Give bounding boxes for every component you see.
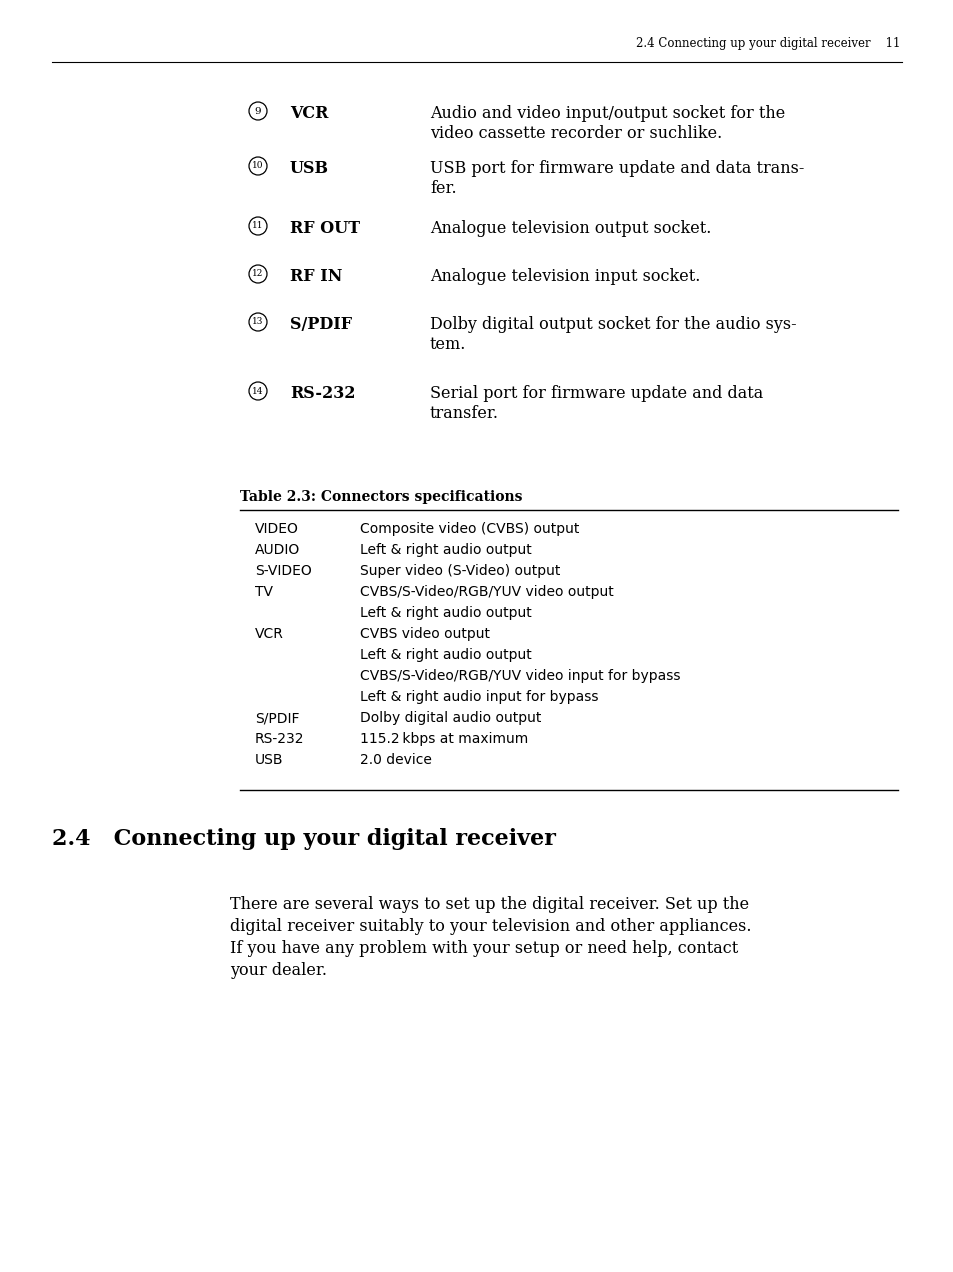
Text: S/PDIF: S/PDIF [254,711,299,725]
Text: RF IN: RF IN [290,268,342,285]
Text: Left & right audio output: Left & right audio output [359,647,531,661]
Text: Composite video (CVBS) output: Composite video (CVBS) output [359,522,578,536]
Text: There are several ways to set up the digital receiver. Set up the: There are several ways to set up the dig… [230,895,748,913]
Text: Analogue television input socket.: Analogue television input socket. [430,268,700,285]
Text: TV: TV [254,585,273,599]
Text: RS-232: RS-232 [290,385,355,402]
Text: VIDEO: VIDEO [254,522,298,536]
Text: USB: USB [290,160,329,177]
Text: 12: 12 [252,270,263,279]
Text: VCR: VCR [254,627,284,641]
Text: Table 2.3: Connectors specifications: Table 2.3: Connectors specifications [240,490,522,504]
Text: 2.4   Connecting up your digital receiver: 2.4 Connecting up your digital receiver [52,828,556,850]
Text: 11: 11 [252,221,263,230]
Text: Dolby digital output socket for the audio sys-: Dolby digital output socket for the audi… [430,315,796,333]
Text: Left & right audio output: Left & right audio output [359,605,531,619]
Text: S/PDIF: S/PDIF [290,315,352,333]
Text: 2.0 device: 2.0 device [359,753,432,767]
Text: VCR: VCR [290,106,328,122]
Text: RF OUT: RF OUT [290,220,359,237]
Text: CVBS/S-Video/RGB/YUV video output: CVBS/S-Video/RGB/YUV video output [359,585,613,599]
Text: Left & right audio output: Left & right audio output [359,543,531,557]
Text: transfer.: transfer. [430,404,498,422]
Text: Audio and video input/output socket for the: Audio and video input/output socket for … [430,106,784,122]
Text: USB port for firmware update and data trans-: USB port for firmware update and data tr… [430,160,803,177]
Text: 14: 14 [252,387,263,396]
Text: Serial port for firmware update and data: Serial port for firmware update and data [430,385,762,402]
Text: AUDIO: AUDIO [254,543,300,557]
Text: RS-232: RS-232 [254,731,304,745]
Text: Dolby digital audio output: Dolby digital audio output [359,711,540,725]
Text: 2.4 Connecting up your digital receiver    11: 2.4 Connecting up your digital receiver … [635,37,899,50]
Text: Analogue television output socket.: Analogue television output socket. [430,220,711,237]
Text: video cassette recorder or suchlike.: video cassette recorder or suchlike. [430,125,721,142]
Text: your dealer.: your dealer. [230,962,327,979]
Text: fer.: fer. [430,181,456,197]
Text: 13: 13 [252,318,263,327]
Text: S-VIDEO: S-VIDEO [254,563,312,577]
Text: CVBS video output: CVBS video output [359,627,490,641]
Text: 10: 10 [252,162,263,170]
Text: Super video (S-Video) output: Super video (S-Video) output [359,563,559,577]
Text: digital receiver suitably to your television and other appliances.: digital receiver suitably to your televi… [230,918,751,935]
Text: 115.2 kbps at maximum: 115.2 kbps at maximum [359,731,528,745]
Text: CVBS/S-Video/RGB/YUV video input for bypass: CVBS/S-Video/RGB/YUV video input for byp… [359,669,679,683]
Text: USB: USB [254,753,283,767]
Text: If you have any problem with your setup or need help, contact: If you have any problem with your setup … [230,940,738,957]
Text: 9: 9 [254,107,261,116]
Text: tem.: tem. [430,336,466,354]
Text: Left & right audio input for bypass: Left & right audio input for bypass [359,689,598,703]
